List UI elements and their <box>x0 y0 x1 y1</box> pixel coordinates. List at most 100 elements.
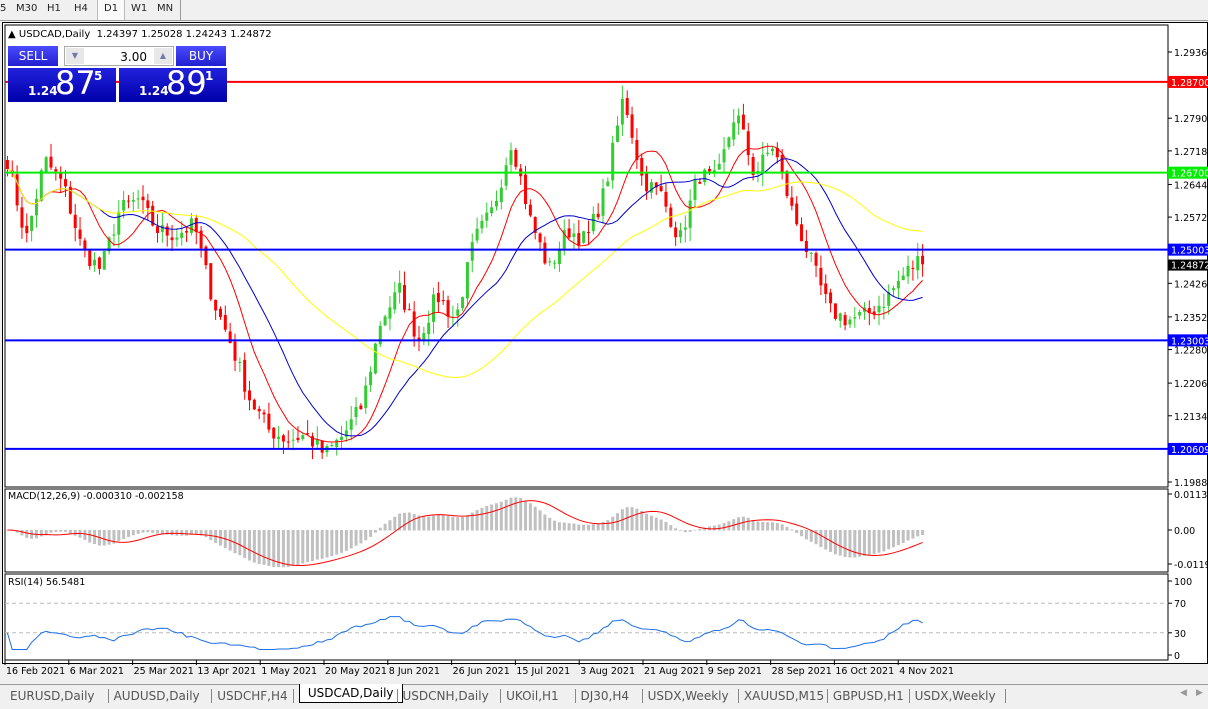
scroll-left-icon[interactable]: ◀ <box>1180 688 1187 698</box>
chart-window[interactable] <box>2 22 1208 664</box>
buy-button[interactable]: BUY <box>176 46 226 66</box>
tf-m30[interactable]: M30 <box>16 3 38 14</box>
tf-h4[interactable]: H4 <box>74 3 88 14</box>
macd-bar <box>824 530 828 550</box>
candle-body <box>490 207 494 214</box>
macd-bar <box>809 530 813 542</box>
macd-tick-label: 0.00 <box>1174 526 1195 537</box>
chart-tab[interactable]: AUDUSD,Daily <box>113 689 200 703</box>
tf-w1[interactable]: W1 <box>131 3 148 14</box>
tf-d1[interactable]: D1 <box>97 0 126 20</box>
chart-tab[interactable]: EURUSD,Daily <box>10 689 95 703</box>
candle-body <box>194 217 198 233</box>
candle-body <box>737 115 741 124</box>
candle-body <box>136 198 140 200</box>
tf-m15[interactable]: 5 <box>0 3 7 14</box>
candle-body <box>39 170 43 201</box>
chart-tab[interactable]: USDX,Weekly <box>647 689 729 703</box>
chart-tab[interactable]: DJ30,H4 <box>580 689 630 703</box>
level-price-tag <box>1168 166 1208 179</box>
price-tick-label: 1.26440 <box>1174 180 1208 191</box>
macd-bar <box>790 529 794 531</box>
tab-separator <box>908 689 910 703</box>
candle-body <box>373 343 377 374</box>
candle-body <box>175 237 179 240</box>
tf-mn[interactable]: MN <box>157 3 174 14</box>
candle-body <box>320 440 324 453</box>
tab-separator <box>500 689 502 703</box>
buy-price[interactable]: 1.24 89 1 <box>119 64 227 102</box>
macd-bar <box>180 530 184 536</box>
macd-bar <box>398 513 402 531</box>
macd-bar <box>441 514 445 531</box>
tab-separator <box>1004 689 1006 703</box>
macd-bar <box>233 530 237 554</box>
candle-body <box>775 147 779 158</box>
candle-body <box>499 187 503 203</box>
candle-body <box>819 267 823 286</box>
candle-body <box>664 191 668 207</box>
chart-tab[interactable]: GBPUSD,H1 <box>832 689 904 703</box>
date-tick-label: 8 Jun 2021 <box>389 666 440 677</box>
macd-bar <box>698 528 702 531</box>
macd-bar <box>412 513 416 531</box>
macd-bar <box>911 530 915 539</box>
candle-body <box>654 182 658 188</box>
candle-body <box>766 152 770 155</box>
macd-bar <box>625 507 629 531</box>
candle-body <box>795 203 799 225</box>
candle-body <box>218 308 222 318</box>
macd-bar <box>562 522 566 531</box>
candle-body <box>49 156 53 168</box>
candle-body <box>228 331 232 344</box>
sell-button[interactable]: SELL <box>8 46 58 66</box>
macd-bar <box>131 530 135 536</box>
candle-body <box>582 231 586 243</box>
chart-tab[interactable]: USDCNH,Daily <box>402 689 489 703</box>
macd-bar <box>906 530 910 541</box>
candle-body <box>456 309 460 316</box>
candle-body <box>59 172 63 179</box>
lot-increase-icon[interactable]: ▲ <box>154 48 172 64</box>
candle-body <box>204 246 208 266</box>
lot-decrease-icon[interactable]: ▼ <box>66 48 84 64</box>
macd-bar <box>887 530 891 550</box>
collapse-triangle-icon[interactable]: ▲ <box>8 29 19 40</box>
macd-bar <box>601 521 605 531</box>
candle-body <box>160 225 164 232</box>
chart-tab[interactable]: XAUUSD,M15 <box>743 689 825 703</box>
macd-bar <box>465 515 469 531</box>
scroll-right-icon[interactable]: ▶ <box>1196 688 1203 698</box>
tab-separator <box>737 689 739 703</box>
macd-bar <box>262 530 266 565</box>
candle-body <box>146 200 150 208</box>
candle-body <box>887 292 891 306</box>
macd-bar <box>591 524 595 531</box>
candle-body <box>272 427 276 439</box>
candle-body <box>407 309 411 311</box>
level-price-label: 1.20609 <box>1171 445 1208 456</box>
macd-bar <box>141 530 145 533</box>
chart-tab[interactable]: UKOil,H1 <box>506 689 559 703</box>
candle-body <box>553 262 557 264</box>
macd-bar <box>572 523 576 531</box>
candle-body <box>223 315 227 330</box>
candle-body <box>257 408 261 412</box>
candle-body <box>809 252 813 254</box>
candle-body <box>746 131 750 156</box>
current-price-tag <box>1168 259 1208 271</box>
lot-size-input[interactable]: ▼ 3.00 ▲ <box>64 46 174 66</box>
macd-bar <box>248 530 252 561</box>
chart-tab[interactable]: USDX,Weekly <box>914 689 996 703</box>
chart-tab[interactable]: USDCAD,Daily <box>298 684 403 703</box>
tf-h1[interactable]: H1 <box>47 3 61 14</box>
candle-body <box>877 305 881 313</box>
candle-body <box>596 213 600 218</box>
macd-bar <box>717 524 721 531</box>
candle-body <box>485 212 489 221</box>
macd-bar <box>373 530 377 533</box>
candle-body <box>107 237 111 252</box>
sell-price[interactable]: 1.24 87 5 <box>8 64 116 102</box>
chart-tab[interactable]: USDCHF,H4 <box>217 689 288 703</box>
